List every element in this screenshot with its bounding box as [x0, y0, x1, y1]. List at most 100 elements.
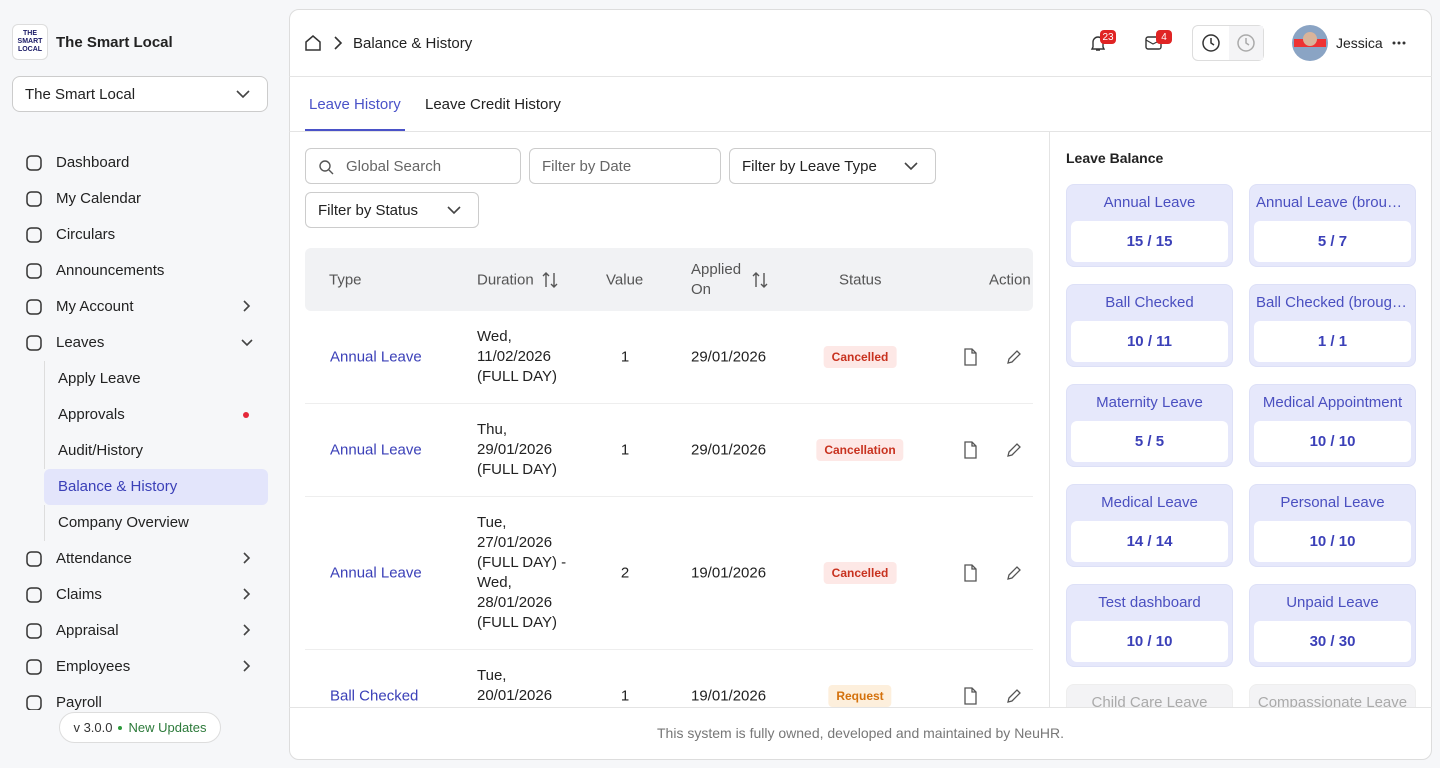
view-button[interactable] — [962, 348, 980, 366]
view-button[interactable] — [962, 687, 980, 705]
menu-item[interactable]: Attendance — [0, 541, 284, 577]
menu-item[interactable]: Leaves — [0, 325, 284, 361]
column-header: Status — [839, 271, 882, 288]
value: 2 — [620, 564, 630, 582]
applied-on: 29/01/2026 — [691, 348, 767, 366]
menu-label: Dashboard — [56, 154, 130, 171]
menu-icon — [26, 263, 42, 279]
view-button[interactable] — [962, 564, 980, 582]
placeholder: Global Search — [346, 158, 442, 175]
leave-count: 1 / 1 — [1254, 321, 1411, 362]
column-header: Type — [329, 271, 362, 288]
clock-toggle[interactable] — [1192, 25, 1264, 61]
user-name[interactable]: Jessica — [1336, 35, 1383, 51]
leave-type[interactable]: Annual Leave — [330, 348, 422, 366]
status-badge: Cancelled — [823, 562, 897, 584]
chevron — [243, 588, 251, 600]
menu-item[interactable]: Appraisal — [0, 613, 284, 649]
divider — [289, 131, 1432, 132]
submenu-item[interactable]: Company Overview — [44, 505, 268, 541]
edit-button[interactable] — [1005, 687, 1023, 705]
leave-name: Child Care Leave — [1091, 694, 1208, 707]
applied-on: 29/01/2026 — [691, 441, 767, 459]
table-row: Annual Leave Tue, 27/01/2026 (FULL DAY) -… — [305, 497, 1033, 650]
leave-name: Annual Leave — [1103, 194, 1196, 211]
submenu-item[interactable]: Audit/History — [44, 433, 268, 469]
chevron — [447, 206, 461, 215]
version-badge[interactable]: v 3.0.0 New Updates — [59, 712, 221, 743]
leave-count: 10 / 10 — [1254, 421, 1411, 462]
menu-item[interactable]: Claims — [0, 577, 284, 613]
chevron — [243, 552, 251, 564]
date-filter[interactable]: Filter by Date — [529, 148, 721, 184]
balance-card: Ball Checked (brough... 1 / 1 — [1249, 284, 1416, 367]
chevron — [243, 660, 251, 672]
leave-type-filter[interactable]: Filter by Leave Type — [729, 148, 936, 184]
menu-item[interactable]: Circulars — [0, 217, 284, 253]
submenu-item[interactable]: Balance & History — [44, 469, 268, 505]
balance-card: Maternity Leave 5 / 5 — [1066, 384, 1233, 467]
status-badge: Cancelled — [823, 346, 897, 368]
menu-icon — [26, 191, 42, 207]
company-select[interactable]: The Smart Local — [12, 76, 268, 112]
menu-item[interactable]: My Calendar — [0, 181, 284, 217]
submenu-label: Apply Leave — [58, 370, 141, 387]
more-menu[interactable] — [1391, 40, 1407, 46]
placeholder: Filter by Status — [318, 202, 419, 219]
divider — [289, 707, 1432, 708]
leave-name: Medical Leave — [1101, 494, 1198, 511]
menu-item[interactable]: Dashboard — [0, 145, 284, 181]
applied-on: 19/01/2026 — [691, 564, 767, 582]
balance-title: Leave Balance — [1066, 150, 1164, 166]
menu-icon — [26, 659, 42, 675]
tab[interactable]: Leave History — [309, 96, 401, 113]
submenu-item[interactable]: Apply Leave — [44, 361, 268, 397]
menu-item[interactable]: Announcements — [0, 253, 284, 289]
avatar[interactable] — [1292, 25, 1328, 61]
balance-card: Child Care Leave — [1066, 684, 1233, 707]
leave-type[interactable]: Annual Leave — [330, 441, 422, 459]
column-header: Value — [606, 271, 644, 288]
menu-label: Claims — [56, 586, 102, 603]
leave-type[interactable]: Annual Leave — [330, 564, 422, 582]
brand: The Smart Local — [56, 34, 173, 51]
logo: THE SMART LOCAL — [12, 24, 48, 60]
status-filter[interactable]: Filter by Status — [305, 192, 479, 228]
edit-button[interactable] — [1005, 348, 1023, 366]
clock-in[interactable] — [1193, 26, 1229, 60]
updates: New Updates — [128, 720, 207, 735]
balance-card: Unpaid Leave 30 / 30 — [1249, 584, 1416, 667]
leave-type[interactable]: Ball Checked — [330, 687, 419, 705]
menu-item[interactable]: Payroll — [0, 685, 284, 710]
placeholder: Filter by Leave Type — [742, 158, 877, 175]
menu-item[interactable]: My Account — [0, 289, 284, 325]
view-button[interactable] — [962, 441, 980, 459]
leave-name: Unpaid Leave — [1286, 594, 1379, 611]
sort-icon — [542, 271, 558, 288]
leave-name: Maternity Leave — [1096, 394, 1203, 411]
search-input[interactable]: Global Search — [305, 148, 521, 184]
chevron — [904, 162, 918, 171]
balance-card: Annual Leave 15 / 15 — [1066, 184, 1233, 267]
status-badge: Cancellation — [816, 439, 904, 461]
menu-label: My Calendar — [56, 190, 142, 207]
column-header[interactable]: Applied On — [691, 260, 742, 298]
leave-balance: Leave Balance Annual Leave 15 / 15 Annual … — [1050, 132, 1431, 707]
menu-icon — [26, 551, 42, 567]
clock-out[interactable] — [1228, 26, 1264, 60]
value: 1 — [620, 441, 630, 459]
tab-indicator — [305, 129, 405, 131]
column-header[interactable]: Duration — [477, 271, 534, 288]
menu-item[interactable]: Employees — [0, 649, 284, 685]
menu-icon — [26, 155, 42, 171]
edit-button[interactable] — [1005, 564, 1023, 582]
tab[interactable]: Leave Credit History — [425, 96, 561, 113]
submenu-item[interactable]: Approvals — [44, 397, 268, 433]
balance-card: Compassionate Leave — [1249, 684, 1416, 707]
edit-button[interactable] — [1005, 441, 1023, 459]
menu-label: Payroll — [56, 694, 102, 710]
leave-count: 15 / 15 — [1071, 221, 1228, 262]
menu-icon — [26, 695, 42, 710]
column-header: Action — [989, 271, 1031, 288]
